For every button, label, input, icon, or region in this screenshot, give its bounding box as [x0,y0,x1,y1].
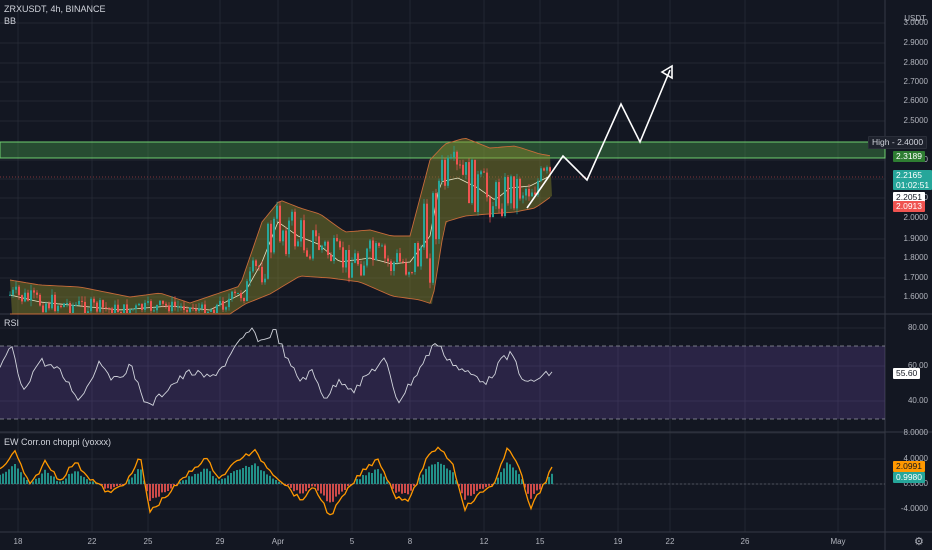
ew-axis-tick: 8.0000 [903,428,928,437]
rsi-axis-tick: 40.00 [907,396,928,405]
symbol-title[interactable]: ZRXUSDT, 4h, BINANCE [4,4,106,14]
price-unit: USDT [904,14,926,23]
upper-band-label: 2.3189 [893,151,925,162]
rsi-indicator-label[interactable]: RSI [4,318,20,328]
rsi-band [0,346,885,419]
lower-band-label: 2.0913 [893,201,925,212]
high-label-value: 2.4000 [897,137,924,147]
price-axis-tick: 2.9000 [903,38,928,47]
time-axis-label: 25 [143,537,153,546]
candlesticks[interactable] [9,145,551,313]
high-label-sep: - [891,137,898,147]
rsi-current-label: 55.60 [893,368,921,379]
price-axis-tick: 1.9000 [903,234,928,243]
price-axis-tick: 2.8000 [903,58,928,67]
time-axis-label: 29 [215,537,225,546]
time-axis-label: Apr [271,537,285,546]
bb-indicator-label[interactable]: BB [4,16,17,26]
ew-orange-label: 2.0991 [893,461,925,472]
last-price-label: 2.2165 01:02:51 [893,170,932,190]
price-axis-tick: 2.6000 [903,96,928,105]
basis-label: 2.2051 [893,192,925,203]
time-axis-label: 8 [407,537,413,546]
ew-green-label: 0.9980 [893,472,925,483]
time-axis-label: 12 [479,537,489,546]
rsi-line [0,327,553,407]
time-axis-label: 26 [740,537,750,546]
ew-axis-tick: 4.0000 [903,454,928,463]
price-axis-tick: 3.0000 [903,18,928,27]
grid-lines [0,0,885,532]
time-axis-label: 22 [87,537,97,546]
projection-path [526,69,671,209]
ew-axis-tick: 0.0000 [903,479,928,488]
time-axis-label: 22 [665,537,675,546]
projection-arrowhead [660,64,673,80]
ew-oscillator-line [0,446,553,516]
last-price-value: 2.2165 [896,170,922,180]
ew-histogram [0,462,553,503]
time-axis-label: 18 [13,537,23,546]
ew-axis-tick: -4.0000 [900,504,928,513]
price-axis-tick: 1.7000 [903,273,928,282]
ew-indicator-label[interactable]: EW Corr.on choppi (yoxxx) [4,437,112,447]
rsi-axis-tick: 80.00 [907,323,928,332]
price-axis-tick: 1.6000 [903,292,928,301]
candle-countdown: 01:02:51 [896,180,930,190]
rsi-axis-tick: 60.00 [907,361,928,370]
time-axis-label: 5 [349,537,355,546]
price-axis-tick: 2.5000 [903,116,928,125]
gear-icon[interactable]: ⚙ [914,536,924,548]
price-axis-tick: 2.7000 [903,77,928,86]
high-label: High - 2.4000 [868,136,928,149]
time-axis-label: May [830,537,846,546]
price-axis-tick: 1.8000 [903,253,928,262]
time-axis-label: 19 [613,537,623,546]
time-axis-label: 15 [535,537,545,546]
high-label-text: High [872,137,890,147]
price-axis-tick: 2.0000 [903,213,928,222]
